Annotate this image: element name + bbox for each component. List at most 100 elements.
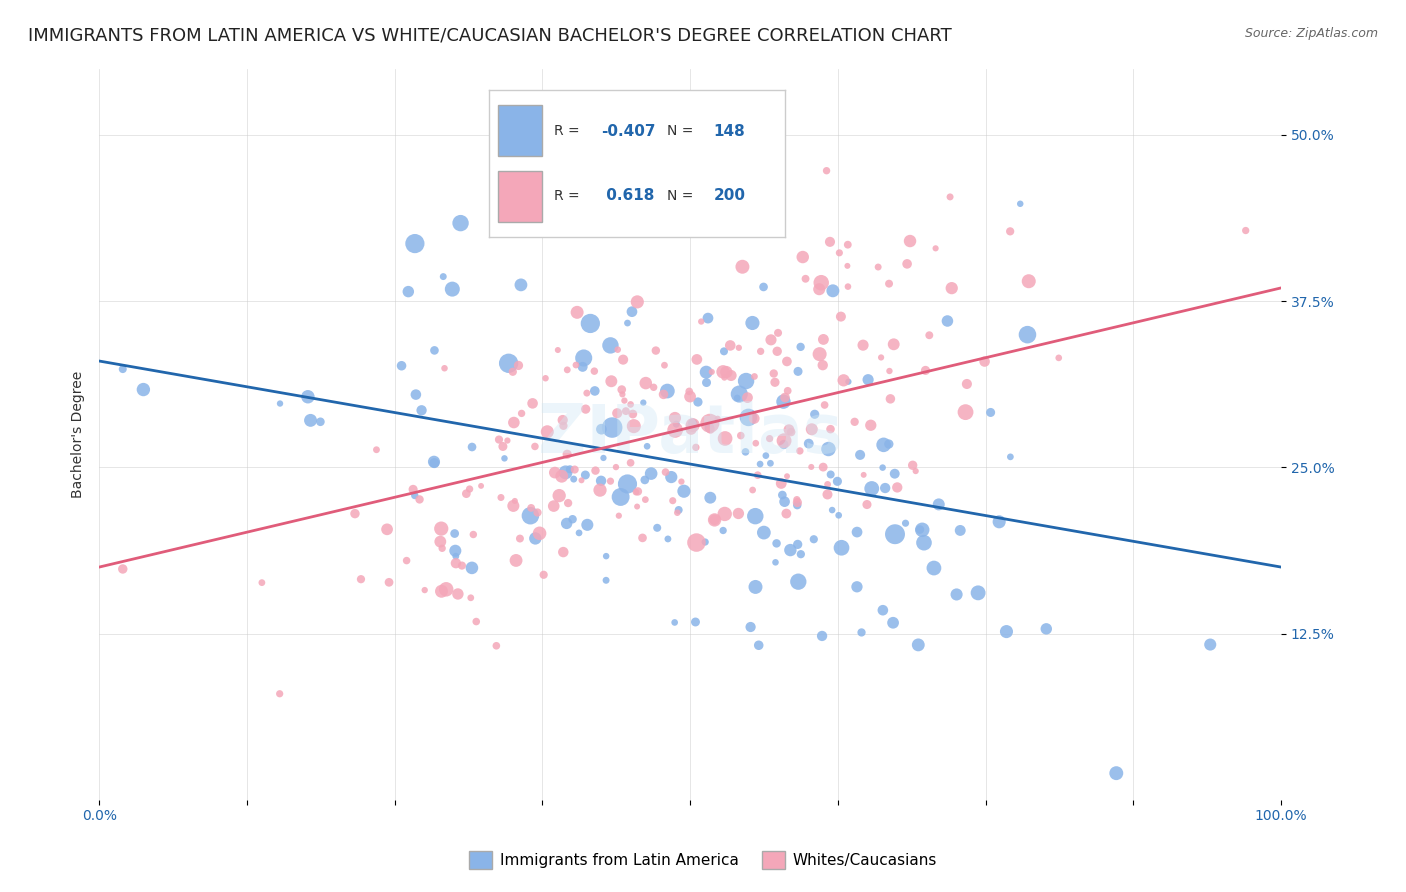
Point (496, 434, 519, 448)
Point (502, 365, 524, 379)
Point (741, 483, 763, 497)
Point (956, 376, 979, 391)
Point (815, 163, 838, 178)
Point (585, 464, 607, 478)
Point (831, 541, 853, 555)
Point (800, 459, 823, 474)
Point (706, 411, 728, 425)
Point (620, 304, 643, 318)
Point (679, 390, 702, 404)
Point (543, 499, 565, 513)
Point (856, 498, 879, 512)
Point (503, 494, 526, 508)
Point (945, 587, 967, 601)
Point (875, 481, 897, 495)
Point (912, 535, 935, 549)
Point (429, 534, 451, 549)
Point (488, 433, 510, 447)
Point (699, 421, 721, 435)
Point (690, 314, 713, 328)
Point (661, 493, 683, 508)
Point (111, 562, 134, 576)
Point (600, 374, 623, 388)
Point (554, 466, 576, 480)
Point (561, 512, 583, 526)
Point (522, 396, 544, 410)
Point (766, 326, 789, 340)
Point (1035, 622, 1057, 636)
Point (995, 624, 1018, 639)
Point (775, 507, 797, 521)
Point (470, 479, 492, 493)
Point (713, 344, 735, 359)
Point (591, 474, 613, 488)
Point (695, 365, 717, 379)
Point (509, 532, 531, 546)
Point (111, 362, 134, 376)
Text: ZIPatlas: ZIPatlas (538, 401, 842, 467)
Point (792, 250, 814, 264)
Point (666, 506, 689, 520)
Point (132, 383, 155, 397)
Point (616, 477, 638, 491)
Point (936, 314, 959, 328)
Point (682, 418, 704, 433)
Point (626, 294, 648, 309)
Point (773, 494, 796, 508)
Point (609, 490, 631, 504)
Point (423, 455, 446, 469)
Point (557, 496, 579, 510)
Point (498, 356, 520, 370)
Point (817, 442, 839, 456)
Point (1234, 223, 1257, 237)
Point (879, 392, 901, 406)
Point (640, 467, 662, 481)
Point (762, 367, 785, 381)
Point (564, 462, 586, 476)
Text: Source: ZipAtlas.com: Source: ZipAtlas.com (1244, 27, 1378, 40)
Point (548, 489, 571, 503)
Point (872, 603, 894, 617)
Point (752, 525, 775, 540)
Point (631, 531, 654, 545)
Point (423, 343, 446, 358)
Legend: Immigrants from Latin America, Whites/Caucasians: Immigrants from Latin America, Whites/Ca… (463, 845, 943, 875)
Point (686, 352, 709, 367)
Point (665, 417, 688, 431)
Point (817, 487, 839, 501)
Point (980, 405, 1002, 419)
Point (872, 438, 894, 452)
Point (408, 492, 430, 507)
Point (502, 499, 524, 513)
Point (789, 340, 811, 354)
Point (759, 333, 782, 347)
Point (444, 543, 467, 558)
Point (744, 509, 766, 524)
Point (404, 236, 426, 251)
Point (461, 561, 484, 575)
Point (510, 277, 533, 292)
Point (620, 456, 643, 470)
Point (489, 491, 512, 505)
Point (766, 344, 789, 359)
Point (1047, 351, 1070, 365)
Point (817, 477, 839, 491)
Point (553, 418, 575, 433)
Point (402, 483, 425, 497)
Point (879, 364, 901, 378)
Point (868, 260, 890, 274)
Point (502, 416, 524, 430)
Point (770, 476, 793, 491)
Point (755, 449, 778, 463)
Point (734, 445, 756, 459)
Point (758, 432, 780, 446)
Point (634, 376, 657, 390)
Point (599, 474, 621, 488)
Point (949, 524, 972, 538)
Point (613, 393, 636, 408)
Point (533, 567, 555, 582)
Point (583, 364, 606, 378)
Point (536, 425, 558, 439)
Point (1018, 274, 1040, 288)
Point (606, 343, 628, 357)
